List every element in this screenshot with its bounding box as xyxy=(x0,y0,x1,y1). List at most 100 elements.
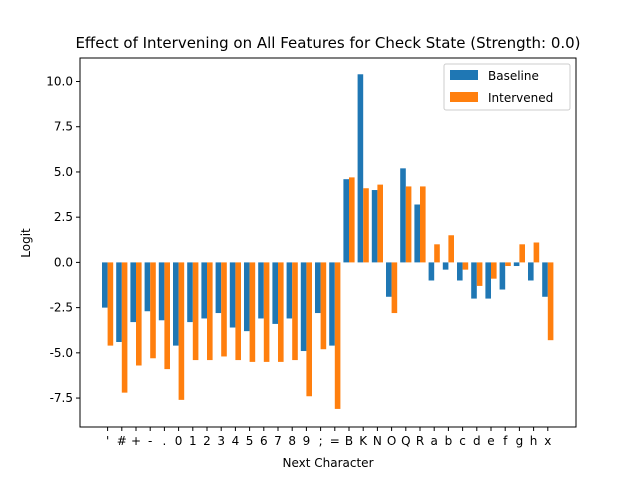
bar-intervened-15 xyxy=(320,262,327,350)
plot-frame xyxy=(79,57,577,428)
bar-baseline-18 xyxy=(357,74,364,263)
bar-baseline-10 xyxy=(244,262,250,332)
x-tick-label-9: 4 xyxy=(232,434,240,448)
x-tick-label-15: ; xyxy=(319,434,323,448)
bar-intervened-4 xyxy=(164,262,170,370)
y-axis-label: Logit xyxy=(19,228,33,258)
bar-intervened-29 xyxy=(519,244,525,263)
bar-intervened-7 xyxy=(207,262,213,361)
x-tick-label-5: 0 xyxy=(175,434,183,448)
bar-intervened-14 xyxy=(306,262,312,397)
y-tick-label-4: 2.5 xyxy=(54,210,73,224)
bar-intervened-19 xyxy=(377,184,383,263)
bar-intervened-23 xyxy=(434,244,440,263)
bar-intervened-31 xyxy=(547,262,554,341)
y-tick-label-1: -5.0 xyxy=(50,346,73,360)
bar-baseline-7 xyxy=(201,262,207,319)
bar-intervened-17 xyxy=(349,177,355,263)
x-tick-label-31: x xyxy=(544,434,551,448)
x-tick-label-18: K xyxy=(359,434,368,448)
x-tick-label-27: e xyxy=(487,434,494,448)
bar-baseline-22 xyxy=(414,204,420,263)
bar-intervened-24 xyxy=(448,235,454,263)
bar-baseline-17 xyxy=(343,179,349,263)
x-tick-label-4: . xyxy=(162,434,166,448)
x-tick-label-17: B xyxy=(345,434,353,448)
bar-intervened-28 xyxy=(505,262,511,267)
x-axis-label: Next Character xyxy=(282,456,373,470)
y-tick-label-2: -2.5 xyxy=(50,301,73,315)
bar-baseline-1 xyxy=(116,262,122,342)
y-tick-label-6: 7.5 xyxy=(54,120,73,134)
y-tick-label-5: 5.0 xyxy=(54,165,73,179)
x-tick-label-3: - xyxy=(148,434,152,448)
y-tick-label-3: 0.0 xyxy=(54,255,73,269)
bar-baseline-3 xyxy=(144,262,151,312)
x-tick-label-22: R xyxy=(416,434,424,448)
chart-title: Effect of Intervening on All Features fo… xyxy=(75,34,580,52)
x-tick-label-10: 5 xyxy=(246,434,254,448)
bar-baseline-15 xyxy=(315,262,321,314)
bar-intervened-13 xyxy=(292,262,298,361)
bar-baseline-20 xyxy=(386,262,392,297)
x-tick-label-19: N xyxy=(373,434,382,448)
bar-intervened-3 xyxy=(150,262,156,359)
bar-baseline-29 xyxy=(513,262,520,267)
bar-baseline-31 xyxy=(542,262,548,297)
bar-baseline-30 xyxy=(528,262,534,281)
bar-baseline-16 xyxy=(329,262,335,346)
x-tick-label-24: b xyxy=(445,434,453,448)
bar-baseline-8 xyxy=(215,262,222,314)
y-tick-label-7: 10.0 xyxy=(46,75,73,89)
bar-intervened-5 xyxy=(178,262,185,400)
bar-intervened-22 xyxy=(420,186,426,263)
bar-baseline-26 xyxy=(471,262,477,299)
bar-baseline-12 xyxy=(272,262,278,324)
bar-baseline-28 xyxy=(499,262,506,290)
x-tick-label-6: 1 xyxy=(189,434,197,448)
bar-intervened-8 xyxy=(221,262,227,357)
x-tick-label-13: 8 xyxy=(288,434,296,448)
bar-baseline-4 xyxy=(158,262,165,321)
x-tick-label-16: = xyxy=(330,434,340,448)
bar-baseline-5 xyxy=(173,262,179,346)
bar-baseline-23 xyxy=(428,262,435,281)
bar-baseline-13 xyxy=(286,262,293,319)
x-tick-label-26: d xyxy=(473,434,481,448)
bar-intervened-9 xyxy=(235,262,241,361)
bar-baseline-24 xyxy=(442,262,449,270)
x-tick-label-8: 3 xyxy=(217,434,225,448)
bar-baseline-0 xyxy=(102,262,108,308)
bar-baseline-11 xyxy=(258,262,264,319)
bar-intervened-10 xyxy=(249,262,256,362)
bar-intervened-11 xyxy=(263,262,270,362)
bar-intervened-26 xyxy=(476,262,483,286)
bar-baseline-19 xyxy=(371,190,378,263)
legend-swatch-baseline xyxy=(450,70,478,80)
bar-baseline-6 xyxy=(187,262,193,323)
x-tick-label-28: f xyxy=(503,434,508,448)
legend-swatch-intervened xyxy=(450,92,478,102)
y-axis: -7.5 -5.0 -2.5 0.0 2.5 5.0 7.5 10.0 xyxy=(46,75,80,405)
bar-baseline-27 xyxy=(485,262,491,299)
legend: Baseline Intervened xyxy=(443,63,571,111)
bar-baseline-14 xyxy=(300,262,307,352)
bar-intervened-21 xyxy=(405,186,412,263)
x-tick-label-29: g xyxy=(516,434,524,448)
x-tick-label-21: Q xyxy=(401,434,410,448)
bar-baseline-25 xyxy=(457,262,463,281)
x-tick-label-23: a xyxy=(431,434,438,448)
bar-intervened-12 xyxy=(278,262,284,362)
bar-baseline-2 xyxy=(130,262,136,323)
y-tick-label-0: -7.5 xyxy=(50,391,73,405)
bar-intervened-1 xyxy=(121,262,128,393)
legend-label-intervened: Intervened xyxy=(488,91,553,105)
bar-intervened-18 xyxy=(363,188,369,263)
x-tick-label-7: 2 xyxy=(203,434,211,448)
bar-intervened-6 xyxy=(192,262,199,361)
bar-intervened-16 xyxy=(334,262,341,409)
legend-label-baseline: Baseline xyxy=(488,69,539,83)
bar-intervened-30 xyxy=(533,242,540,263)
